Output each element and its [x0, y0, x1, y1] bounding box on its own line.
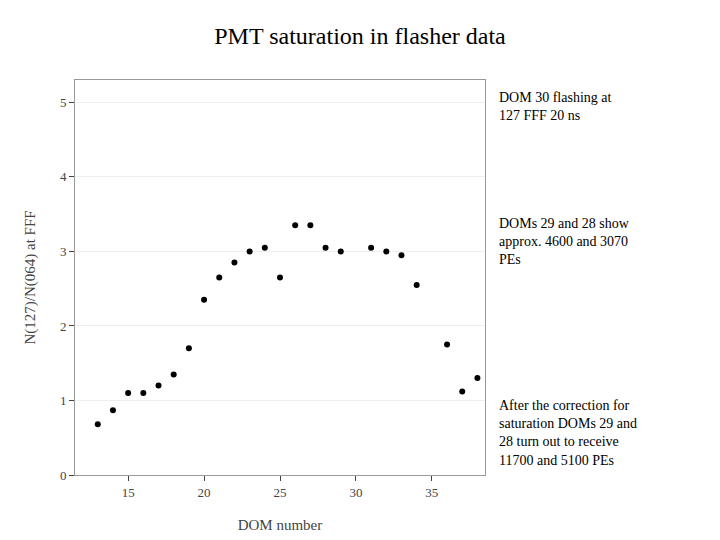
svg-text:25: 25	[274, 485, 287, 500]
svg-text:35: 35	[425, 485, 438, 500]
svg-text:4: 4	[60, 169, 67, 184]
svg-text:N(127)/N(064) at FFF: N(127)/N(064) at FFF	[22, 210, 39, 344]
svg-text:PMT saturation in flasher data: PMT saturation in flasher data	[214, 23, 506, 49]
svg-text:0: 0	[60, 468, 67, 483]
svg-text:DOM 30 flashing at127 FFF 20 n: DOM 30 flashing at127 FFF 20 ns	[499, 90, 611, 123]
svg-text:1: 1	[60, 393, 67, 408]
svg-text:DOMs 29 and 28 showapprox. 460: DOMs 29 and 28 showapprox. 4600 and 3070…	[499, 216, 630, 267]
svg-text:30: 30	[349, 485, 362, 500]
svg-text:DOM number: DOM number	[238, 517, 323, 533]
svg-text:2: 2	[60, 318, 67, 333]
svg-text:20: 20	[198, 485, 211, 500]
svg-text:15: 15	[122, 485, 135, 500]
svg-text:After the correction forsatura: After the correction forsaturation DOMs …	[499, 398, 637, 468]
svg-text:3: 3	[60, 244, 67, 259]
svg-text:5: 5	[60, 95, 67, 110]
